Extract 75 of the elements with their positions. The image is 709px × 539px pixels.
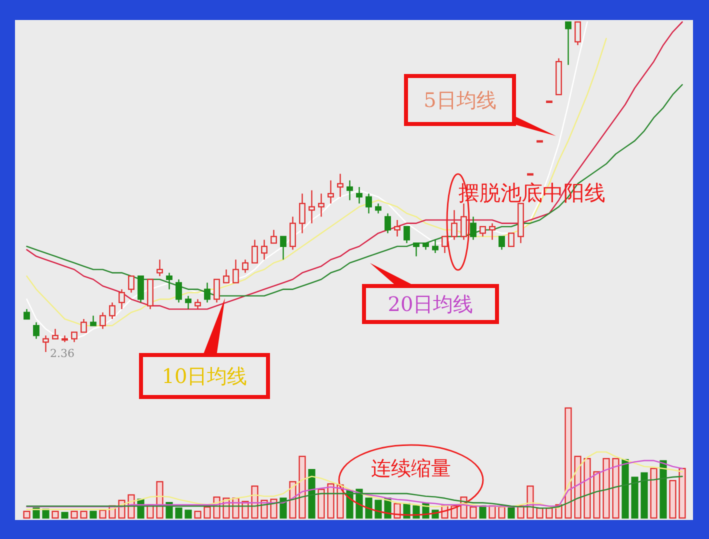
annotation: 20日均线 bbox=[388, 292, 474, 316]
bar bbox=[327, 483, 334, 519]
candlestick bbox=[318, 193, 324, 218]
bar bbox=[584, 458, 591, 519]
candlestick bbox=[242, 259, 248, 274]
bar bbox=[365, 498, 372, 519]
bar bbox=[678, 468, 686, 519]
bar bbox=[298, 456, 306, 519]
bar bbox=[175, 508, 182, 519]
bar bbox=[546, 508, 553, 519]
candlestick bbox=[366, 193, 372, 214]
candlestick bbox=[166, 272, 172, 290]
bar bbox=[536, 508, 544, 519]
bar bbox=[470, 506, 477, 519]
bar bbox=[602, 458, 610, 519]
bar bbox=[650, 468, 658, 519]
bar bbox=[70, 510, 78, 519]
candlestick bbox=[194, 298, 201, 310]
bar bbox=[660, 460, 667, 519]
candlestick bbox=[156, 259, 163, 277]
bar bbox=[99, 510, 106, 519]
candlestick bbox=[394, 219, 400, 238]
candlestick bbox=[42, 334, 49, 353]
candlestick bbox=[470, 216, 476, 240]
annotation: 连续缩量 bbox=[371, 456, 451, 480]
candlestick bbox=[261, 239, 268, 260]
bar bbox=[669, 480, 676, 519]
candlestick bbox=[384, 212, 391, 234]
candlestick bbox=[375, 202, 382, 214]
candlestick bbox=[290, 216, 296, 250]
candlestick bbox=[460, 202, 467, 240]
candlestick bbox=[100, 312, 106, 330]
bar bbox=[593, 471, 600, 519]
candlestick bbox=[489, 222, 496, 240]
candlestick bbox=[33, 322, 40, 340]
bar bbox=[498, 506, 506, 519]
bar bbox=[479, 505, 486, 519]
candlestick bbox=[109, 302, 116, 320]
bar bbox=[23, 510, 30, 519]
bar bbox=[612, 458, 620, 519]
candlestick bbox=[204, 282, 210, 304]
bar bbox=[80, 510, 88, 519]
candlestick bbox=[536, 140, 543, 143]
annotation: 2.36 bbox=[50, 347, 74, 360]
bar bbox=[640, 472, 648, 519]
candlestick bbox=[118, 288, 125, 310]
bar bbox=[194, 510, 202, 519]
candlestick bbox=[176, 278, 182, 304]
candlestick bbox=[432, 239, 438, 254]
bar bbox=[184, 510, 192, 519]
candlestick bbox=[527, 173, 534, 176]
candlestick bbox=[346, 180, 353, 201]
text: 10日均线 bbox=[162, 364, 248, 388]
bar bbox=[61, 512, 68, 519]
bar bbox=[631, 476, 638, 519]
candlestick bbox=[337, 173, 344, 198]
bar bbox=[622, 459, 629, 519]
bar bbox=[32, 508, 40, 519]
candlestick bbox=[299, 193, 306, 234]
candlestick bbox=[451, 210, 458, 240]
candlestick bbox=[308, 190, 315, 224]
bar bbox=[374, 500, 382, 519]
bar bbox=[204, 506, 211, 519]
bar bbox=[488, 505, 496, 519]
bar bbox=[318, 488, 325, 519]
bar bbox=[564, 407, 572, 519]
bar bbox=[308, 469, 316, 519]
bar bbox=[574, 456, 582, 519]
candlestick bbox=[185, 295, 192, 310]
bar bbox=[52, 510, 59, 519]
candlestick bbox=[328, 180, 334, 204]
bar bbox=[90, 510, 97, 519]
candlestick bbox=[356, 186, 362, 204]
annotation: 5日均线 bbox=[424, 88, 496, 112]
bar bbox=[508, 506, 515, 519]
